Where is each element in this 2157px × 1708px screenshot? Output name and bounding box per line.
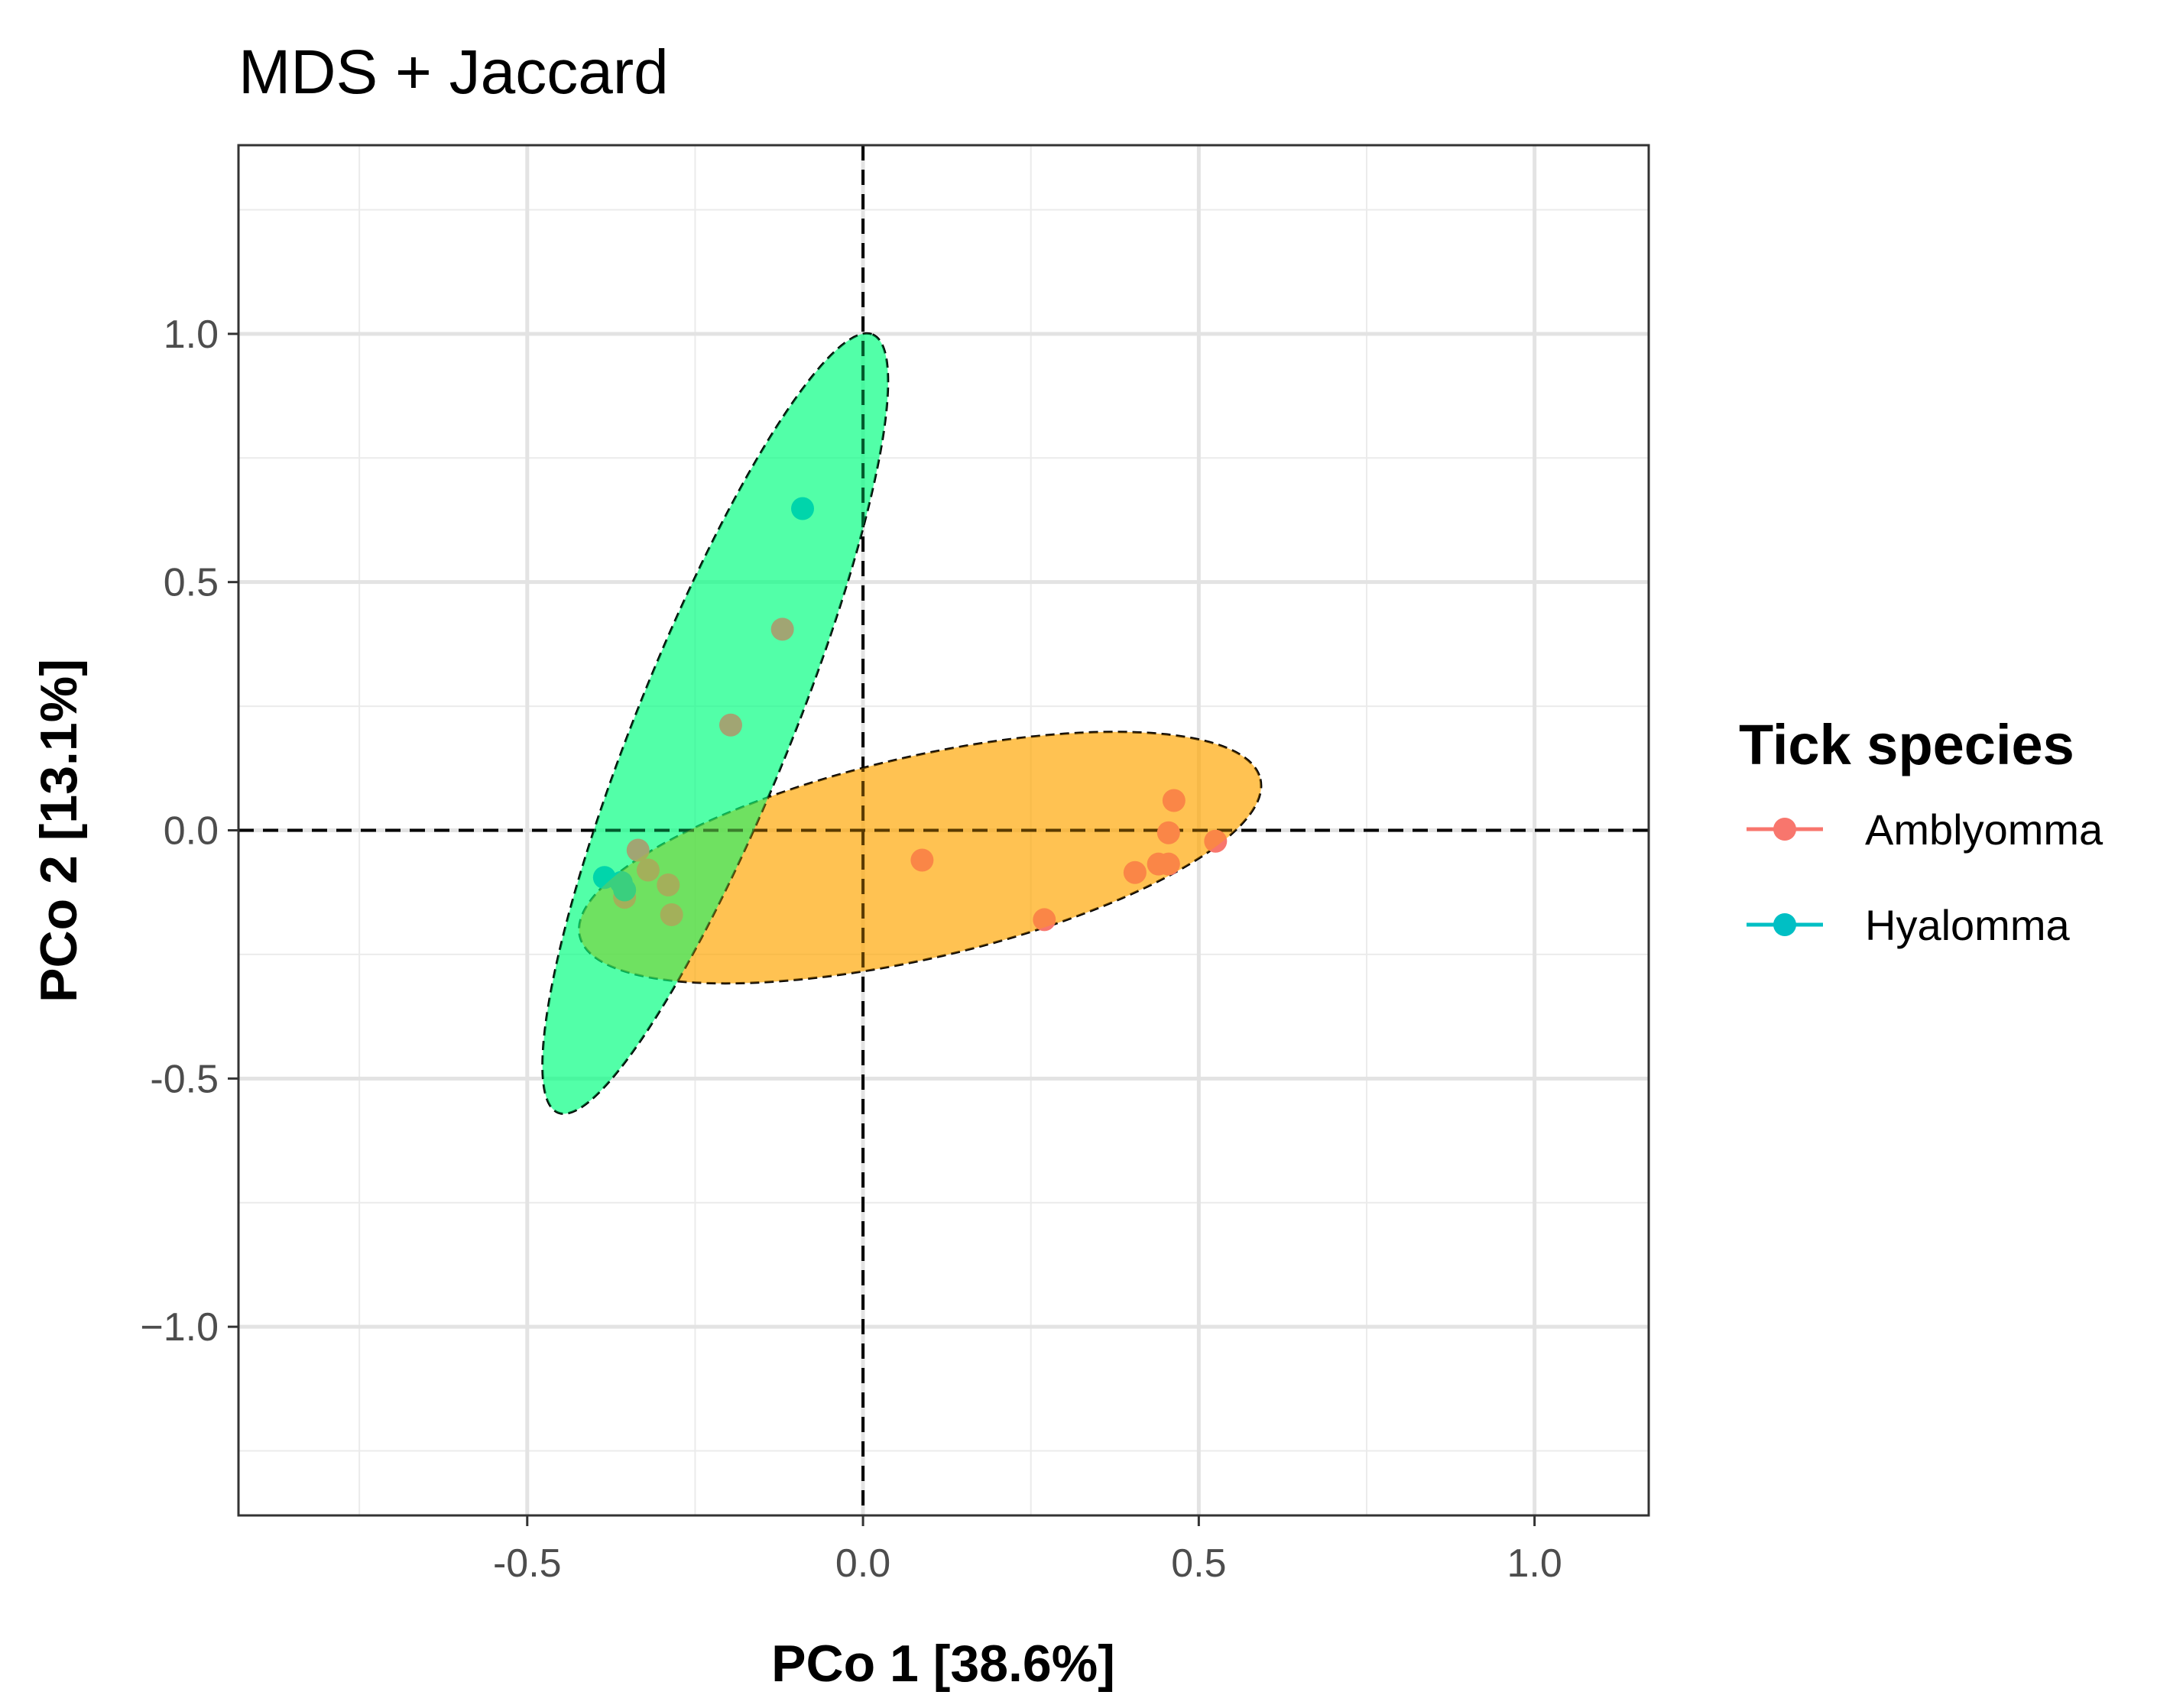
legend: Tick species Amblyomma Hyalomma: [1739, 713, 2103, 949]
y-tick-label-2: 0.0: [164, 809, 219, 854]
reference-lines: [238, 145, 1649, 1515]
y-tick-label-3: -0.5: [150, 1057, 219, 1101]
point-hyalomma-0: [791, 497, 814, 520]
legend-key-point-amblyomma: [1773, 818, 1796, 841]
point-amblyomma-5: [910, 848, 934, 872]
y-tick-label-1: 0.5: [164, 561, 219, 605]
point-amblyomma-11: [1162, 789, 1186, 812]
point-amblyomma-0: [626, 838, 650, 862]
y-axis-ticks: 1.0 0.5 0.0 -0.5 −1.0: [140, 313, 238, 1350]
y-axis-title: PCo 2 [13.1%]: [30, 659, 88, 1003]
point-hyalomma-3: [613, 878, 637, 902]
point-amblyomma-12: [1204, 829, 1228, 853]
point-amblyomma-14: [718, 713, 742, 737]
x-tick-label-0: -0.5: [493, 1541, 562, 1586]
point-amblyomma-2: [657, 873, 680, 896]
legend-label-hyalomma: Hyalomma: [1865, 901, 2070, 949]
point-amblyomma-1: [636, 858, 660, 882]
y-tick-label-0: 1.0: [164, 313, 219, 357]
point-amblyomma-6: [1033, 908, 1056, 932]
chart-title: MDS + Jaccard: [238, 37, 669, 107]
point-amblyomma-9: [1156, 852, 1180, 876]
x-axis-title: PCo 1 [38.6%]: [771, 1635, 1115, 1693]
point-amblyomma-13: [770, 617, 794, 641]
y-tick-label-4: −1.0: [140, 1305, 219, 1350]
legend-label-amblyomma: Amblyomma: [1865, 805, 2103, 854]
legend-entries: Amblyomma Hyalomma: [1747, 805, 2103, 949]
point-amblyomma-10: [1156, 821, 1180, 844]
point-amblyomma-7: [1123, 860, 1147, 884]
x-tick-label-3: 1.0: [1507, 1541, 1562, 1586]
x-tick-label-1: 0.0: [835, 1541, 890, 1586]
legend-key-point-hyalomma: [1773, 913, 1796, 936]
legend-title: Tick species: [1739, 713, 2074, 776]
point-amblyomma-3: [660, 903, 683, 926]
x-axis-ticks: -0.5 0.0 0.5 1.0: [493, 1515, 1562, 1586]
x-tick-label-2: 0.5: [1171, 1541, 1226, 1586]
ellipse-hyalomma: [541, 332, 890, 1115]
